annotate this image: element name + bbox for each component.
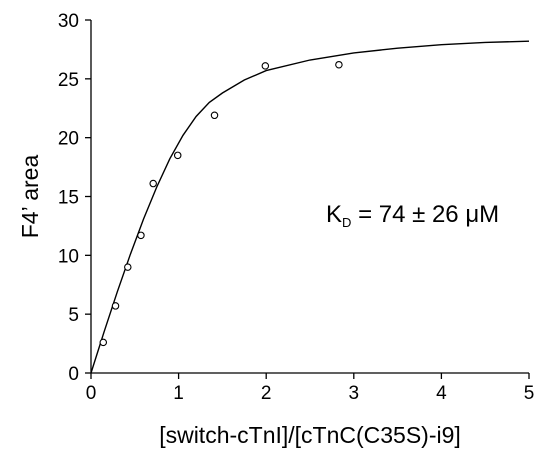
kd-value: = 74 ± 26 μM [351,201,499,228]
fit-curve [90,40,530,374]
data-point [210,111,219,120]
y-tick-label: 20 [58,129,79,150]
y-ticks: 0 5 10 15 20 25 30 [58,11,91,385]
data-points [99,60,343,347]
y-tick-label: 5 [68,305,79,326]
data-point [335,60,343,69]
data-point [149,179,157,188]
data-point [124,263,132,271]
x-tick-label: 3 [349,383,360,404]
x-ticks: 0 1 2 3 4 5 [86,373,535,404]
y-axis-label: F4’ area [17,155,43,239]
y-tick-label: 0 [68,364,79,385]
axes [90,20,529,374]
y-tick-label: 25 [58,70,79,91]
data-point [261,62,270,70]
y-tick-label: 15 [58,188,79,209]
x-tick-label: 0 [86,383,97,404]
data-point [111,302,120,310]
x-tick-label: 1 [173,383,184,404]
data-point [137,231,145,240]
x-tick-label: 2 [261,383,272,404]
x-axis-label: [switch-cTnI]/[cTnC(C35S)-i9] [159,422,461,448]
y-tick-label: 30 [58,11,79,32]
kd-annotation: KD = 74 ± 26 μM [326,201,499,230]
y-tick-label: 10 [58,246,79,267]
data-point [99,338,108,347]
kd-symbol: K [326,201,342,228]
kd-subscript: D [342,215,351,230]
data-point [173,151,182,160]
x-tick-label: 5 [524,383,535,404]
x-tick-label: 4 [436,383,447,404]
fit-curve-group [90,40,530,374]
